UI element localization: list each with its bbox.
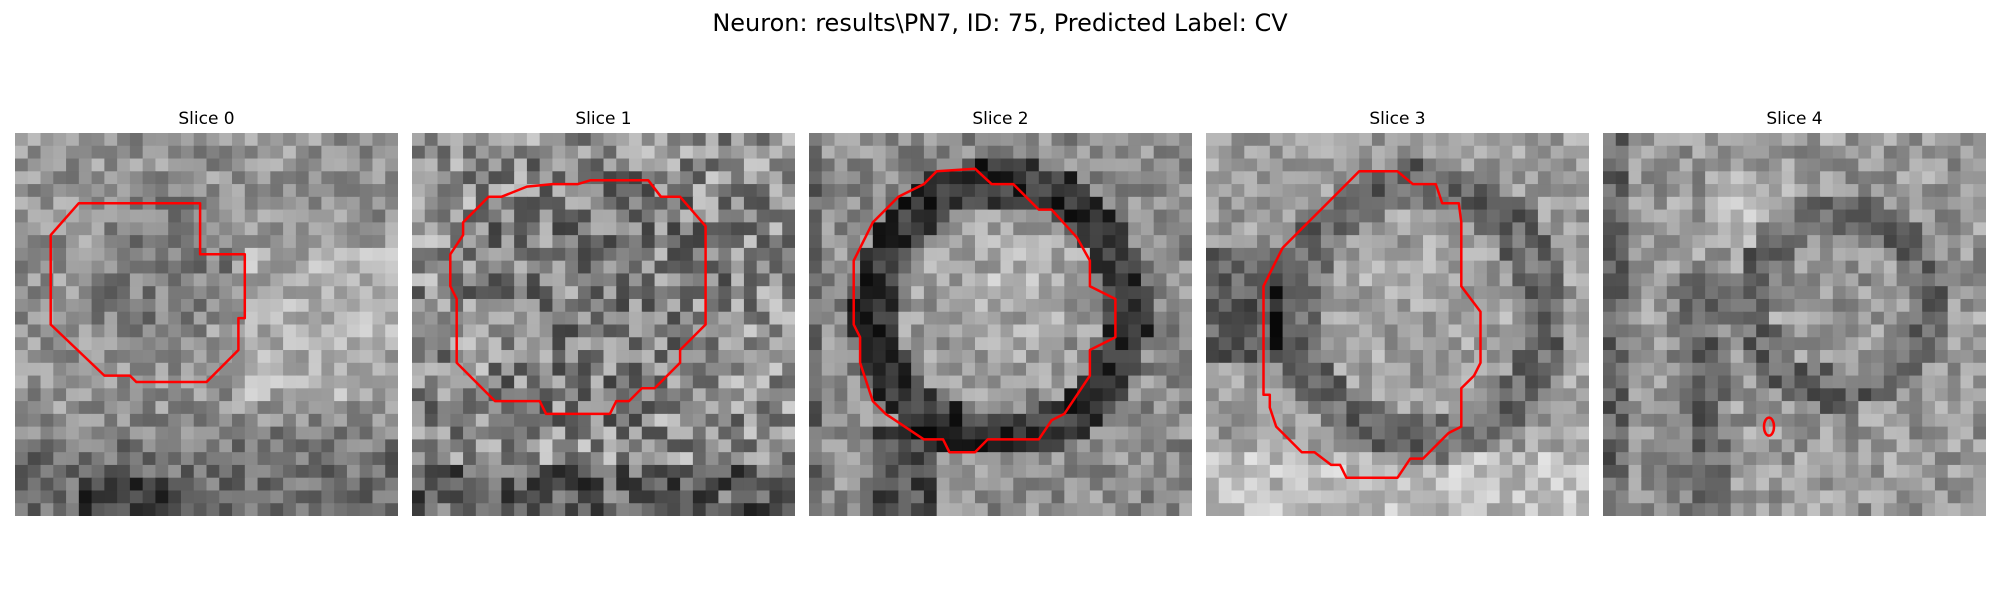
slice-panel-1: Slice 1 [412,108,795,516]
slice-canvas-1 [412,133,795,516]
slice-canvas-4 [1603,133,1986,516]
figure-title: Neuron: results\PN7, ID: 75, Predicted L… [712,9,1288,37]
contour-slice-4 [1762,416,1776,437]
slice-image-3 [1206,133,1589,516]
contour-slice-0 [49,201,247,384]
slice-image-1 [412,133,795,516]
slice-image-0 [15,133,398,516]
slice-panel-3: Slice 3 [1206,108,1589,516]
slice-canvas-2 [809,133,1192,516]
contour-slice-2 [852,167,1117,454]
slice-title-0: Slice 0 [178,109,235,129]
slice-title-3: Slice 3 [1369,109,1426,129]
slice-image-4 [1603,133,1986,516]
slice-canvas-0 [15,133,398,516]
slice-title-2: Slice 2 [972,109,1029,129]
slice-panel-4: Slice 4 [1603,108,1986,516]
slice-canvas-3 [1206,133,1589,516]
slice-title-4: Slice 4 [1766,109,1823,129]
contour-slice-1 [449,178,707,416]
contour-slice-3 [1262,170,1482,479]
slice-image-2 [809,133,1192,516]
slice-title-1: Slice 1 [575,109,632,129]
slice-panel-0: Slice 0 [15,108,398,516]
slice-panel-2: Slice 2 [809,108,1192,516]
